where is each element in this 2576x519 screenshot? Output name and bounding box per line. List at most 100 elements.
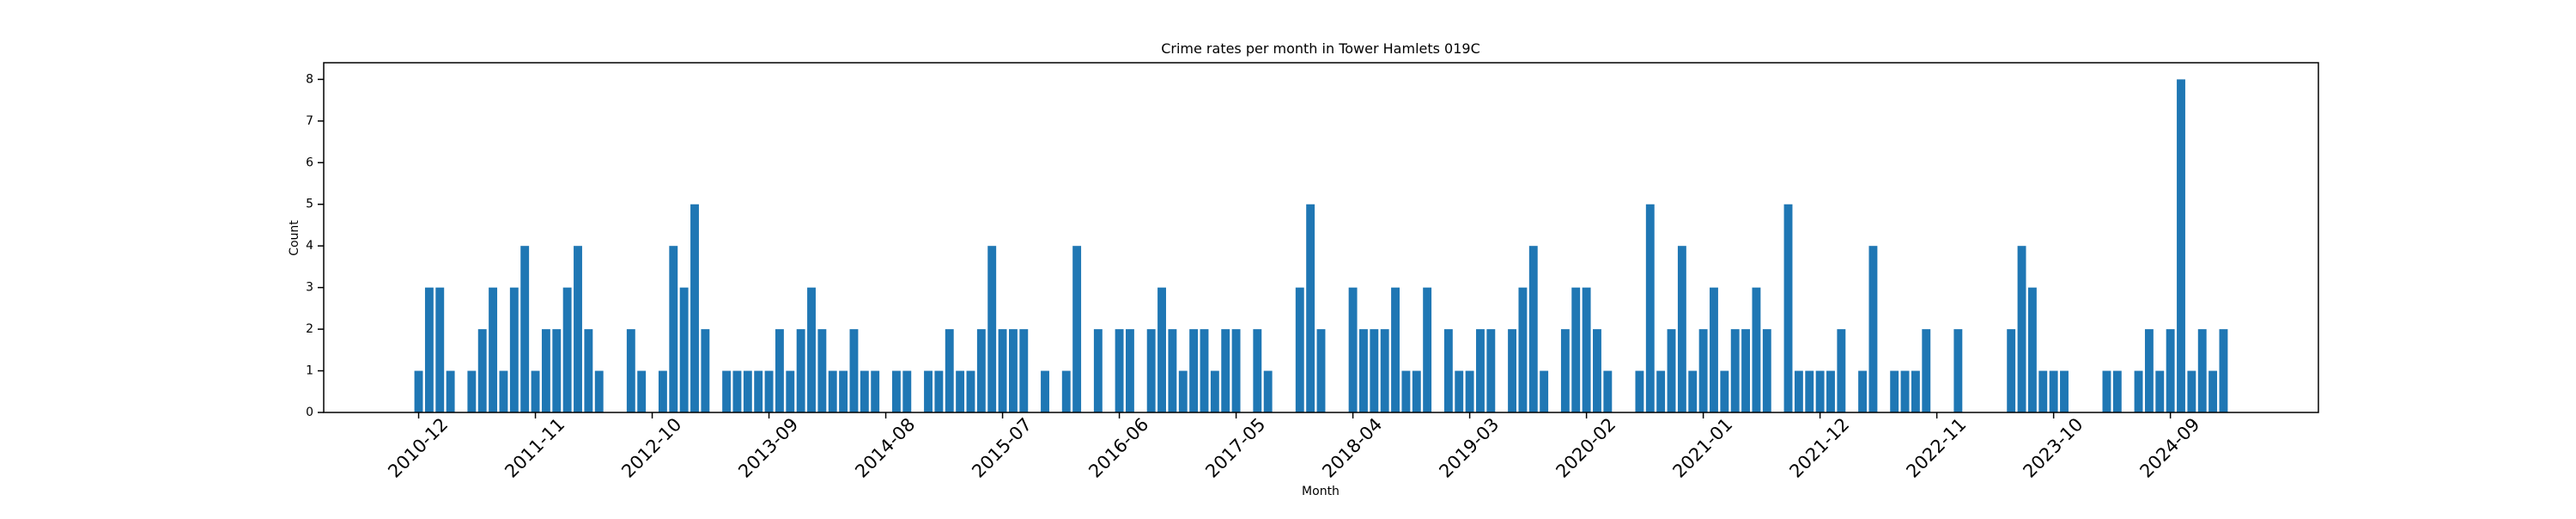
- bar: [1677, 246, 1686, 412]
- bar: [1465, 370, 1474, 412]
- bar: [775, 329, 784, 412]
- bar: [871, 370, 880, 412]
- bar: [1656, 370, 1666, 412]
- bar: [1348, 287, 1358, 412]
- bar: [1815, 370, 1825, 412]
- x-tick-label: 2022-11: [1902, 414, 1970, 482]
- bar: [1295, 287, 1304, 412]
- bar: [1072, 246, 1082, 412]
- x-tick-label: 2018-04: [1318, 414, 1386, 482]
- bar: [2038, 370, 2048, 412]
- y-tick-label: 0: [306, 406, 313, 419]
- bar: [2166, 329, 2175, 412]
- bar: [1837, 329, 1846, 412]
- bar: [1306, 204, 1315, 412]
- bar: [541, 329, 550, 412]
- x-tick-label: 2017-05: [1201, 414, 1269, 482]
- bar: [2027, 287, 2037, 412]
- bar: [1635, 370, 1644, 412]
- bar: [1826, 370, 1835, 412]
- bar: [1911, 370, 1920, 412]
- bar: [424, 287, 434, 412]
- bar: [2197, 329, 2207, 412]
- bar: [764, 370, 774, 412]
- bar: [902, 370, 912, 412]
- x-tick-label: 2024-09: [2136, 414, 2203, 482]
- bar: [1221, 329, 1230, 412]
- bar: [414, 370, 423, 412]
- bar: [1263, 370, 1273, 412]
- y-tick-label: 7: [306, 114, 313, 128]
- bar: [743, 370, 752, 412]
- bar: [1953, 329, 1963, 412]
- bar: [2187, 370, 2196, 412]
- bar: [435, 287, 445, 412]
- bar: [1486, 329, 1496, 412]
- bar: [562, 287, 572, 412]
- bar: [2102, 370, 2111, 412]
- x-tick-label: 2010-12: [384, 414, 452, 482]
- bar: [1019, 329, 1029, 412]
- bar: [1698, 329, 1708, 412]
- bar: [1540, 370, 1549, 412]
- bar: [2049, 370, 2058, 412]
- bar: [1041, 370, 1049, 412]
- bar: [849, 329, 859, 412]
- bar: [1423, 287, 1432, 412]
- bar: [1391, 287, 1400, 412]
- bar: [1008, 329, 1018, 412]
- bar: [786, 370, 795, 412]
- bar: [1210, 370, 1219, 412]
- bar: [1783, 204, 1793, 412]
- bar: [1667, 329, 1676, 412]
- x-tick-label: 2021-12: [1785, 414, 1853, 482]
- y-tick-label: 2: [306, 322, 313, 336]
- x-tick-label: 2023-10: [2019, 414, 2087, 482]
- bar: [2134, 370, 2143, 412]
- bar: [754, 370, 763, 412]
- bar: [1560, 329, 1570, 412]
- x-tick-label: 2012-10: [617, 414, 685, 482]
- bar: [509, 287, 519, 412]
- bar: [1528, 246, 1538, 412]
- bar: [1518, 287, 1528, 412]
- bar: [679, 287, 689, 412]
- bar: [446, 370, 455, 412]
- bar: [531, 370, 540, 412]
- bar: [1146, 329, 1156, 412]
- bar: [2177, 79, 2185, 412]
- y-tick-label: 8: [306, 72, 313, 86]
- bar: [584, 329, 593, 412]
- bar: [1720, 370, 1729, 412]
- x-axis-label: Month: [1302, 485, 1340, 498]
- bar: [1868, 246, 1878, 412]
- bar: [934, 370, 944, 412]
- bar: [477, 329, 487, 412]
- bar: [1741, 329, 1751, 412]
- bar: [1061, 370, 1071, 412]
- bar: [669, 246, 678, 412]
- bar: [1710, 287, 1718, 412]
- bar: [1805, 370, 1814, 412]
- bar: [1582, 287, 1591, 412]
- bar: [891, 370, 901, 412]
- bar: [945, 329, 954, 412]
- x-tick-label: 2019-03: [1435, 414, 1503, 482]
- chart-title: Crime rates per month in Tower Hamlets 0…: [1161, 40, 1480, 57]
- bar: [626, 329, 635, 412]
- bar: [1571, 287, 1581, 412]
- bar: [467, 370, 477, 412]
- bar: [1443, 329, 1453, 412]
- plot-frame: [323, 62, 2319, 413]
- bar: [1752, 287, 1761, 412]
- bar: [1168, 329, 1177, 412]
- bar: [690, 204, 699, 412]
- bar: [1125, 329, 1134, 412]
- y-tick-label: 3: [306, 281, 313, 295]
- bar: [2208, 370, 2218, 412]
- bar: [987, 246, 997, 412]
- bar: [1093, 329, 1103, 412]
- bar: [1593, 329, 1601, 412]
- y-axis-label: Count: [288, 220, 301, 256]
- bar: [1858, 370, 1868, 412]
